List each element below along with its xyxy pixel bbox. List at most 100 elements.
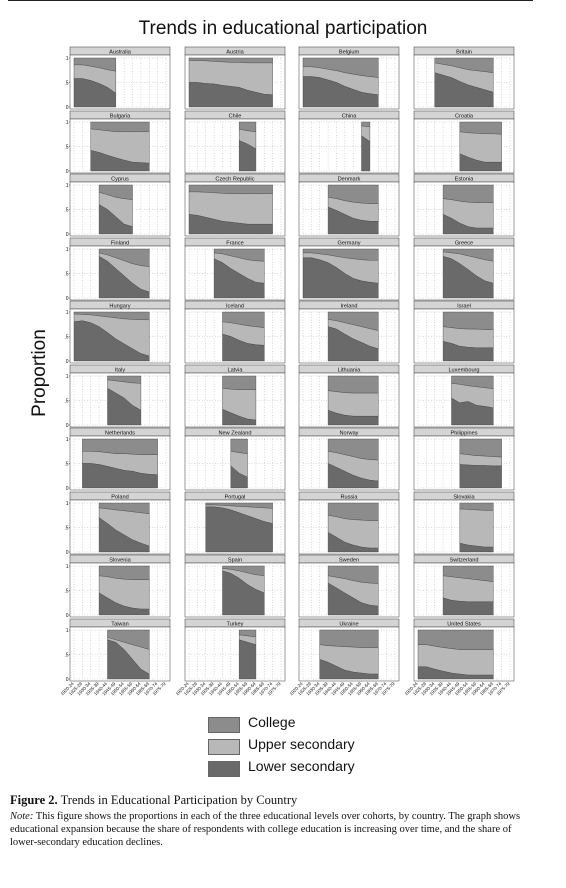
panel-title-chile: Chile [229,113,242,119]
legend-item-lower-secondary: Lower secondary [208,758,408,780]
area-upper-secondary-lithuania [327,390,379,417]
legend-label-upper-secondary: Upper secondary [248,736,355,752]
area-lower-secondary-chile [238,140,257,172]
area-lower-secondary-spain [222,570,265,616]
y-tick-label: 1 [66,247,69,253]
legend-item-upper-secondary: Upper secondary [208,736,408,758]
panel-title-philippines: Philippines [450,430,477,436]
y-tick-label: 0 [66,232,69,238]
panel-title-australia: Australia [109,49,132,55]
area-lower-secondary-austria [188,82,273,108]
panel-title-latvia: Latvia [228,367,244,373]
area-lower-secondary-sweden [327,582,379,616]
panel-title-greece: Greece [455,240,473,246]
area-lower-secondary-latvia [222,408,257,426]
legend-swatch-upper-secondary [208,739,240,755]
area-lower-secondary-germany [302,257,379,299]
panel-title-turkey: Turkey [227,621,244,627]
panel-title-luxembourg: Luxembourg [448,367,479,373]
y-tick-label: 0 [66,359,69,365]
panel-title-united-states: United States [447,621,481,627]
area-lower-secondary-slovakia [459,542,494,553]
area-lower-secondary-china [361,135,371,172]
y-tick-label: 1 [66,628,69,634]
y-tick-label: .5 [64,525,68,531]
area-lower-secondary-croatia [459,153,502,172]
y-tick-label: 0 [66,105,69,111]
figure-caption-title: Trends in Educational Participation by C… [60,793,298,807]
panel-title-estonia: Estonia [455,176,475,182]
area-college-lithuania [327,375,379,394]
area-college-latvia [222,375,257,390]
y-tick-label: 1 [66,374,69,380]
y-tick-label: 1 [66,564,69,570]
y-tick-label: .5 [64,271,68,277]
panel-title-france: France [226,240,243,246]
panel-title-spain: Spain [228,557,242,563]
y-tick-label: .5 [64,80,68,86]
y-tick-label: 1 [66,437,69,443]
area-lower-secondary-australia [73,78,117,108]
y-tick-label: 1 [66,56,69,62]
panel-title-russia: Russia [340,494,358,500]
area-lower-secondary-poland [98,517,150,553]
area-lower-secondary-turkey [238,639,257,680]
panel-title-cyprus: Cyprus [111,176,129,182]
area-lower-secondary-cyprus [98,204,133,235]
panel-title-austria: Austria [226,49,244,55]
y-tick-label: 0 [66,550,69,556]
y-tick-label: 0 [66,296,69,302]
area-lower-secondary-hungary [73,320,150,362]
y-tick-label: .5 [64,144,68,150]
area-lower-secondary-iceland [222,333,265,362]
area-lower-secondary-philippines [459,464,502,489]
area-lower-secondary-bulgaria [90,150,150,172]
panel-title-britain: Britain [456,49,472,55]
legend-label-college: College [248,714,296,730]
panel-title-italy: Italy [115,367,125,373]
area-lower-secondary-united-states [417,666,494,680]
y-tick-label: 1 [66,310,69,316]
panel-title-netherlands: Netherlands [105,430,135,436]
panel-plot-chile [184,118,286,174]
y-tick-label: .5 [64,652,68,658]
figure-caption: Figure 2. Trends in Educational Particip… [10,793,540,849]
figure-number: Figure 2. [10,793,58,807]
y-tick-label: 1 [66,501,69,507]
panel-title-slovenia: Slovenia [109,557,131,563]
panel-title-germany: Germany [337,240,360,246]
area-lower-secondary-switzerland [442,597,494,616]
area-lower-secondary-luxembourg [451,397,494,426]
area-lower-secondary-estonia [442,214,494,235]
y-tick-label: 1 [66,183,69,189]
y-tick-label: 1 [66,120,69,126]
area-lower-secondary-russia [327,532,379,553]
y-tick-label: .5 [64,398,68,404]
panel-plot-china [298,118,400,174]
panel-title-denmark: Denmark [338,176,361,182]
area-lower-secondary-italy [107,387,142,426]
area-lower-secondary-czech-republic [188,214,273,235]
panel-title-sweden: Sweden [339,557,359,563]
area-college-new-zealand [230,438,248,454]
note-label: Note: [10,811,34,822]
y-tick-label: 0 [66,169,69,175]
panel-title-czech-republic: Czech Republic [215,176,254,182]
y-tick-label: 0 [66,613,69,619]
y-tick-label: 0 [66,486,69,492]
legend-swatch-lower-secondary [208,761,240,777]
panel-grid: Australia 0 .5 1 Austria Belgium Britain Bulgar… [59,46,515,696]
panel-title-hungary: Hungary [109,303,130,309]
area-lower-secondary-israel [442,341,494,362]
area-upper-secondary-slovakia [459,508,494,548]
area-lower-secondary-new-zealand [230,465,248,489]
y-tick-label: 0 [66,677,69,683]
area-lower-secondary-ukraine [319,659,379,680]
legend-swatch-college [208,717,240,733]
panel-title-taiwan: Taiwan [111,621,128,627]
area-college-israel [442,311,494,330]
area-lower-secondary-belgium [302,76,379,108]
top-rule [8,0,533,1]
area-lower-secondary-norway [327,463,379,489]
area-lower-secondary-ireland [327,326,379,362]
